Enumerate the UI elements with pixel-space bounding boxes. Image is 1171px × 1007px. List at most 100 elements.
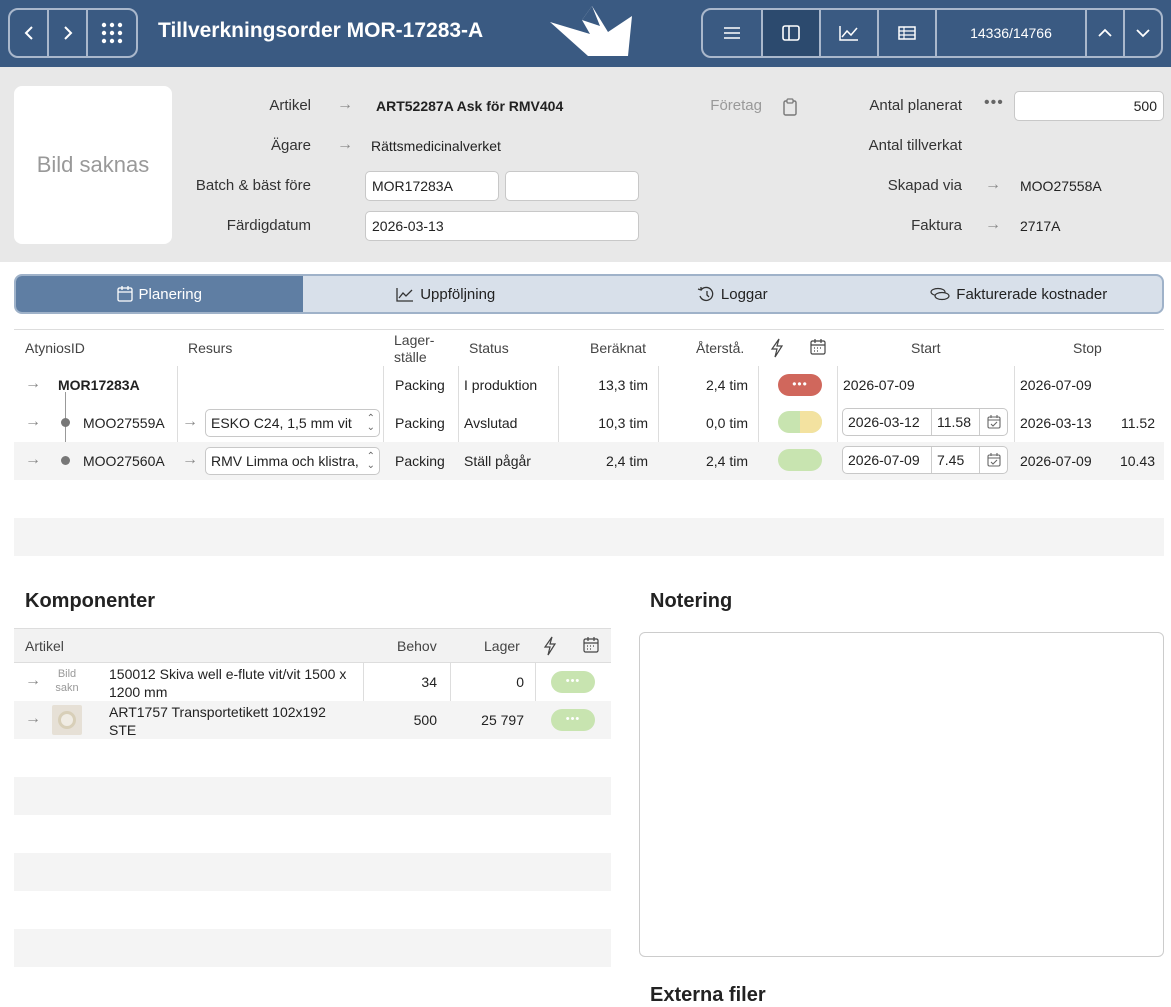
notering-textarea[interactable]: [639, 632, 1164, 957]
panel-icon: [782, 25, 800, 41]
col-header-artikel[interactable]: Artikel: [25, 638, 64, 654]
list-icon: [724, 27, 740, 39]
table-view-button[interactable]: [879, 10, 937, 56]
row-lager: Packing: [395, 415, 445, 431]
list-view-button[interactable]: [703, 10, 763, 56]
row-id[interactable]: MOO27560A: [83, 453, 165, 469]
calendar-icon: [116, 286, 133, 302]
faktura-label: Faktura: [911, 217, 962, 234]
faktura-value[interactable]: 2717A: [1020, 218, 1061, 234]
col-header-behov[interactable]: Behov: [397, 638, 437, 654]
batch-field[interactable]: MOR17283A: [365, 171, 499, 201]
resurs-select-value: RMV Limma och klistra, Standard: [211, 453, 359, 474]
skapad-via-value[interactable]: MOO27558A: [1020, 178, 1102, 194]
tab-planering[interactable]: Planering: [16, 276, 303, 312]
status-pill-red[interactable]: •••: [778, 374, 822, 396]
col-header-atersta[interactable]: Återstå.: [696, 340, 745, 356]
tab-loggar[interactable]: Loggar: [589, 276, 876, 312]
col-header-stop[interactable]: Stop: [1073, 340, 1102, 356]
resurs-select[interactable]: RMV Limma och klistra, Standard ⌃⌄: [205, 447, 380, 475]
status-pill-green-yellow[interactable]: [778, 411, 822, 433]
list-item[interactable]: → ART1757 Transportetikett 102x192 STE 5…: [14, 701, 611, 739]
table-row[interactable]: → MOO27560A → RMV Limma och klistra, Sta…: [14, 442, 1164, 480]
start-datetime-field[interactable]: 2026-03-12 11.58: [842, 408, 1008, 436]
coins-icon: [930, 287, 950, 301]
col-header-beraknat[interactable]: Beräknat: [590, 340, 647, 356]
col-header-resurs[interactable]: Resurs: [188, 340, 233, 356]
detail-view-button[interactable]: [763, 10, 821, 56]
col-header-status[interactable]: Status: [469, 340, 509, 356]
resurs-select-value: ESKO C24, 1,5 mm vit: [211, 415, 352, 431]
start-date-input[interactable]: 2026-07-09: [843, 447, 932, 473]
table-row[interactable]: → MOR17283A Packing I produktion 13,3 ti…: [14, 366, 1164, 404]
status-pill-green[interactable]: [778, 449, 822, 471]
calendar-picker-button[interactable]: [979, 409, 1007, 435]
status-pill-green[interactable]: •••: [551, 709, 595, 731]
bast-fore-field[interactable]: [505, 171, 639, 201]
clipboard-icon[interactable]: [782, 98, 798, 116]
chart-view-button[interactable]: [821, 10, 879, 56]
component-behov: 500: [413, 712, 437, 728]
next-record-button[interactable]: [1125, 10, 1161, 56]
chart-icon: [396, 287, 414, 302]
tab-fakturerade-kostnader[interactable]: Fakturerade kostnader: [876, 276, 1163, 312]
back-button[interactable]: [10, 10, 49, 56]
status-pill-green[interactable]: •••: [551, 671, 595, 693]
row-atersta: 2,4 tim: [705, 377, 748, 393]
product-image-placeholder[interactable]: Bild saknas: [14, 86, 172, 244]
calendar-picker-button[interactable]: [979, 447, 1007, 473]
fardigdatum-field[interactable]: 2026-03-13: [365, 211, 639, 241]
start-date-input[interactable]: 2026-03-12: [843, 409, 932, 435]
component-name[interactable]: 150012 Skiva well e-flute vit/vit 1500 x…: [109, 665, 346, 701]
row-lager: Packing: [395, 453, 445, 469]
artikel-value[interactable]: ART52287A Ask för RMV404: [376, 98, 564, 114]
row-link-arrow-icon[interactable]: →: [25, 710, 41, 727]
row-link-arrow-icon[interactable]: →: [25, 672, 41, 689]
resurs-link-arrow-icon[interactable]: →: [182, 451, 198, 468]
antal-planerat-label: Antal planerat: [869, 97, 962, 114]
calendar-icon: [583, 637, 599, 653]
empty-row: [14, 777, 611, 815]
apps-button[interactable]: [88, 10, 136, 56]
start-time-input[interactable]: 7.45: [937, 452, 965, 468]
faktura-arrow-icon[interactable]: →: [985, 216, 1001, 233]
agare-value[interactable]: Rättsmedicinalverket: [371, 138, 501, 154]
previous-record-button[interactable]: [1087, 10, 1125, 56]
row-link-arrow-icon[interactable]: →: [25, 375, 41, 392]
table-icon: [898, 26, 916, 40]
row-stop-date: 2026-07-09: [1020, 377, 1092, 393]
resurs-select[interactable]: ESKO C24, 1,5 mm vit ⌃ ⌄: [205, 409, 380, 437]
row-beraknat: 2,4 tim: [605, 453, 648, 469]
artikel-link-arrow-icon[interactable]: →: [337, 96, 353, 113]
component-lager: 0: [516, 674, 524, 690]
resurs-link-arrow-icon[interactable]: →: [182, 413, 198, 430]
grid-icon: [101, 22, 123, 44]
list-item[interactable]: → Bild sakn 150012 Skiva well e-flute vi…: [14, 663, 611, 701]
history-icon: [697, 286, 714, 302]
col-header-lager[interactable]: Lager- ställe: [394, 332, 434, 366]
antal-tillverkat-label: Antal tillverkat: [868, 137, 962, 154]
chevron-right-icon: [63, 26, 72, 40]
skapad-via-arrow-icon[interactable]: →: [985, 176, 1001, 193]
agare-link-arrow-icon[interactable]: →: [337, 136, 353, 153]
row-status: Ställ pågår: [464, 453, 531, 469]
col-header-id[interactable]: AtyniosID: [25, 340, 85, 356]
more-icon[interactable]: •••: [984, 94, 1004, 111]
start-time-input[interactable]: 11.58: [937, 414, 971, 430]
empty-row: [14, 518, 1164, 556]
row-link-arrow-icon[interactable]: →: [25, 451, 41, 468]
table-row[interactable]: → MOO27559A → ESKO C24, 1,5 mm vit ⌃ ⌄ Pa…: [14, 392, 1164, 454]
component-name[interactable]: ART1757 Transportetikett 102x192 STE: [109, 703, 326, 739]
row-link-arrow-icon[interactable]: →: [25, 413, 41, 430]
antal-planerat-field[interactable]: 500: [1014, 91, 1164, 121]
forward-button[interactable]: [49, 10, 88, 56]
col-header-lager[interactable]: Lager: [484, 638, 520, 654]
row-id[interactable]: MOR17283A: [58, 377, 140, 393]
page-title: Tillverkningsorder MOR-17283-A: [158, 19, 484, 42]
row-id[interactable]: MOO27559A: [83, 415, 165, 431]
component-behov: 34: [421, 674, 437, 690]
start-datetime-field[interactable]: 2026-07-09 7.45: [842, 446, 1008, 474]
tab-uppfoljning[interactable]: Uppföljning: [303, 276, 590, 312]
col-header-start[interactable]: Start: [911, 340, 941, 356]
row-stop-time: 10.43: [1119, 453, 1155, 469]
